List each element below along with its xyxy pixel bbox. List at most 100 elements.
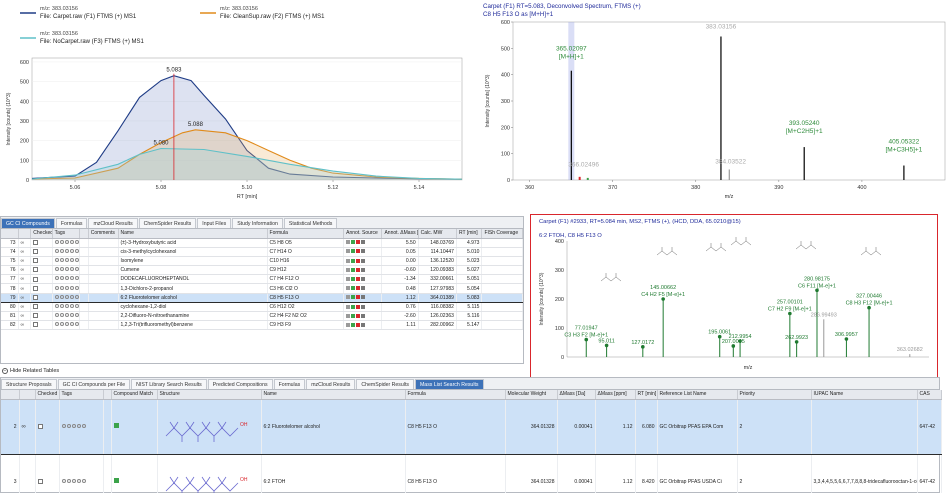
column-header[interactable]: Tags — [59, 390, 104, 400]
tab-formulas[interactable]: Formulas — [273, 379, 306, 389]
table-row[interactable]: 77 ∞ DODECAFLUOROHEPTANOL C7 H4 F12 O -1.34 3… — [1, 274, 523, 285]
column-header[interactable]: RT [min] — [456, 229, 483, 239]
column-header[interactable]: Name — [118, 229, 268, 239]
checkbox[interactable] — [33, 313, 39, 319]
checked-box[interactable] — [30, 238, 53, 248]
deconvolved-spectrum-chart[interactable]: Carpet (F1) RT=5.083, Deconvolved Spectr… — [475, 0, 950, 205]
ms2-spectrum-panel[interactable]: Carpet (F1) #2933, RT=5.084 min, MS2, FT… — [530, 214, 938, 384]
expand-icon[interactable]: ∞ — [18, 283, 32, 294]
chromatogram-panel[interactable]: m/z: 383.03156 File: Carpet.raw (F1) FTMS… — [0, 0, 470, 205]
ms2-spectrum-chart[interactable]: Carpet (F1) #2933, RT=5.084 min, MS2, FT… — [531, 215, 936, 382]
link-icon[interactable]: ∞ — [20, 267, 25, 274]
column-header[interactable]: FISh Coverage — [481, 229, 523, 239]
column-header[interactable] — [1, 229, 19, 239]
tab-mass-list-search-results[interactable]: Mass List Search Results — [414, 379, 484, 389]
checkbox[interactable] — [33, 294, 39, 300]
tag-dots[interactable] — [54, 303, 79, 308]
tab-mzcloud-results[interactable]: mzCloud Results — [88, 218, 138, 228]
column-header[interactable]: CAS — [917, 390, 942, 400]
checked-box[interactable] — [30, 302, 53, 313]
tab-formulas[interactable]: Formulas — [55, 218, 88, 228]
table-row[interactable]: 2 ∞ OH 6:2 Fluorotelomer alcohol C8 H5 F13 O… — [1, 398, 942, 455]
expand-icon[interactable]: ∞ — [18, 302, 32, 313]
column-header[interactable]: ΔMass [Da] — [557, 390, 596, 400]
checkbox[interactable] — [33, 239, 39, 245]
column-header[interactable]: Name — [261, 390, 406, 400]
table-row[interactable]: 3 OH 6:2 FTOH C8 H5 F13 O 364.01328 0.00041 1.… — [1, 454, 942, 493]
column-header[interactable]: Reference List Name — [657, 390, 738, 400]
column-header[interactable]: Checked — [35, 390, 60, 400]
column-header[interactable] — [18, 229, 32, 239]
column-header[interactable]: Formula — [405, 390, 506, 400]
tab-structure-proposals[interactable]: Structure Proposals — [1, 379, 57, 389]
column-header[interactable]: Annot. Source — [343, 229, 383, 239]
checkbox[interactable] — [33, 276, 39, 282]
column-header[interactable]: ΔMass [ppm] — [595, 390, 636, 400]
checkbox[interactable] — [33, 322, 39, 328]
column-header[interactable] — [79, 229, 89, 239]
tag-dots[interactable] — [54, 276, 79, 281]
column-header[interactable]: RT [min] — [635, 390, 658, 400]
tag-dots[interactable] — [54, 239, 79, 244]
tab-chemspider-results[interactable]: ChemSpider Results — [138, 218, 197, 228]
column-header[interactable] — [19, 390, 36, 400]
expand-icon[interactable]: ∞ — [18, 292, 32, 303]
tag-dots[interactable] — [54, 322, 79, 327]
table-row[interactable]: 75 ∞ Isomylene C10 H16 0.00 136.12520 5.023 — [1, 256, 523, 267]
checkbox[interactable] — [33, 267, 39, 273]
tag-dots[interactable] — [54, 313, 79, 318]
expand-icon[interactable]: ∞ — [18, 265, 32, 276]
column-header[interactable]: Molecular Weight — [505, 390, 558, 400]
checkbox[interactable] — [33, 285, 39, 291]
column-header[interactable]: Compound Match — [111, 390, 158, 400]
tab-gc-ci-compounds[interactable]: GC CI Compounds — [1, 218, 55, 228]
column-header[interactable]: IUPAC Name — [811, 390, 918, 400]
column-header[interactable]: Formula — [267, 229, 345, 239]
checked-box[interactable] — [30, 320, 53, 331]
column-header[interactable]: Tags — [52, 229, 81, 239]
tab-statistical-methods[interactable]: Statistical Methods — [283, 218, 338, 228]
checkbox[interactable] — [33, 304, 39, 310]
table-row[interactable]: 78 ∞ 1,3-Dichloro-2-propanol C3 H6 Cl2 O 0.4… — [1, 283, 523, 294]
column-header[interactable] — [103, 390, 112, 400]
checkbox[interactable] — [37, 423, 43, 429]
link-icon[interactable]: ∞ — [20, 313, 25, 320]
chromatogram-chart[interactable]: m/z: 383.03156 File: Carpet.raw (F1) FTMS… — [0, 0, 470, 205]
expand-icon[interactable]: ∞ — [19, 398, 36, 455]
checked-box[interactable] — [35, 454, 60, 493]
checkbox[interactable] — [33, 258, 39, 264]
checked-box[interactable] — [30, 256, 53, 267]
tab-mzcloud-results[interactable]: mzCloud Results — [306, 379, 356, 389]
link-icon[interactable]: ∞ — [20, 248, 25, 255]
expand-icon[interactable]: ∞ — [18, 311, 32, 322]
link-icon[interactable]: ∞ — [21, 423, 26, 430]
tab-chemspider-results[interactable]: ChemSpider Results — [356, 379, 414, 389]
link-icon[interactable]: ∞ — [20, 239, 25, 246]
checked-box[interactable] — [30, 292, 53, 303]
tag-dots[interactable] — [61, 423, 86, 428]
tag-dots[interactable] — [54, 248, 79, 253]
tag-dots[interactable] — [54, 285, 79, 290]
tab-nist-library-search-results[interactable]: NIST Library Search Results — [131, 379, 207, 389]
checked-box[interactable] — [35, 398, 60, 455]
link-icon[interactable]: ∞ — [20, 303, 25, 310]
deconvolved-spectrum-panel[interactable]: Carpet (F1) RT=5.083, Deconvolved Spectr… — [475, 0, 950, 205]
checked-box[interactable] — [30, 311, 53, 322]
tab-predicted-compositions[interactable]: Predicted Compositions — [207, 379, 273, 389]
expand-icon[interactable]: ∞ — [18, 238, 32, 248]
link-icon[interactable]: ∞ — [20, 257, 25, 264]
checked-box[interactable] — [30, 265, 53, 276]
table-row[interactable]: 73 ∞ (±)-3-Hydroxybutyric acid C5 H8 O5 5.50… — [1, 238, 523, 248]
column-header[interactable]: Priority — [737, 390, 812, 400]
column-header[interactable]: Checked — [30, 229, 53, 239]
expand-icon[interactable]: ∞ — [18, 320, 32, 331]
checkbox[interactable] — [37, 478, 43, 484]
table-row[interactable]: 80 ∞ cyclohexane-1,2-diol C6 H12 O2 0.76 116.… — [1, 302, 523, 313]
link-icon[interactable]: ∞ — [20, 322, 25, 329]
link-icon[interactable]: ∞ — [20, 285, 25, 292]
tab-gc-ci-compounds-per-file[interactable]: GC CI Compounds per File — [57, 379, 131, 389]
tag-dots[interactable] — [54, 257, 79, 262]
column-header[interactable]: Structure — [157, 390, 262, 400]
expand-icon[interactable]: ∞ — [18, 256, 32, 267]
expand-icon[interactable]: ∞ — [18, 274, 32, 285]
